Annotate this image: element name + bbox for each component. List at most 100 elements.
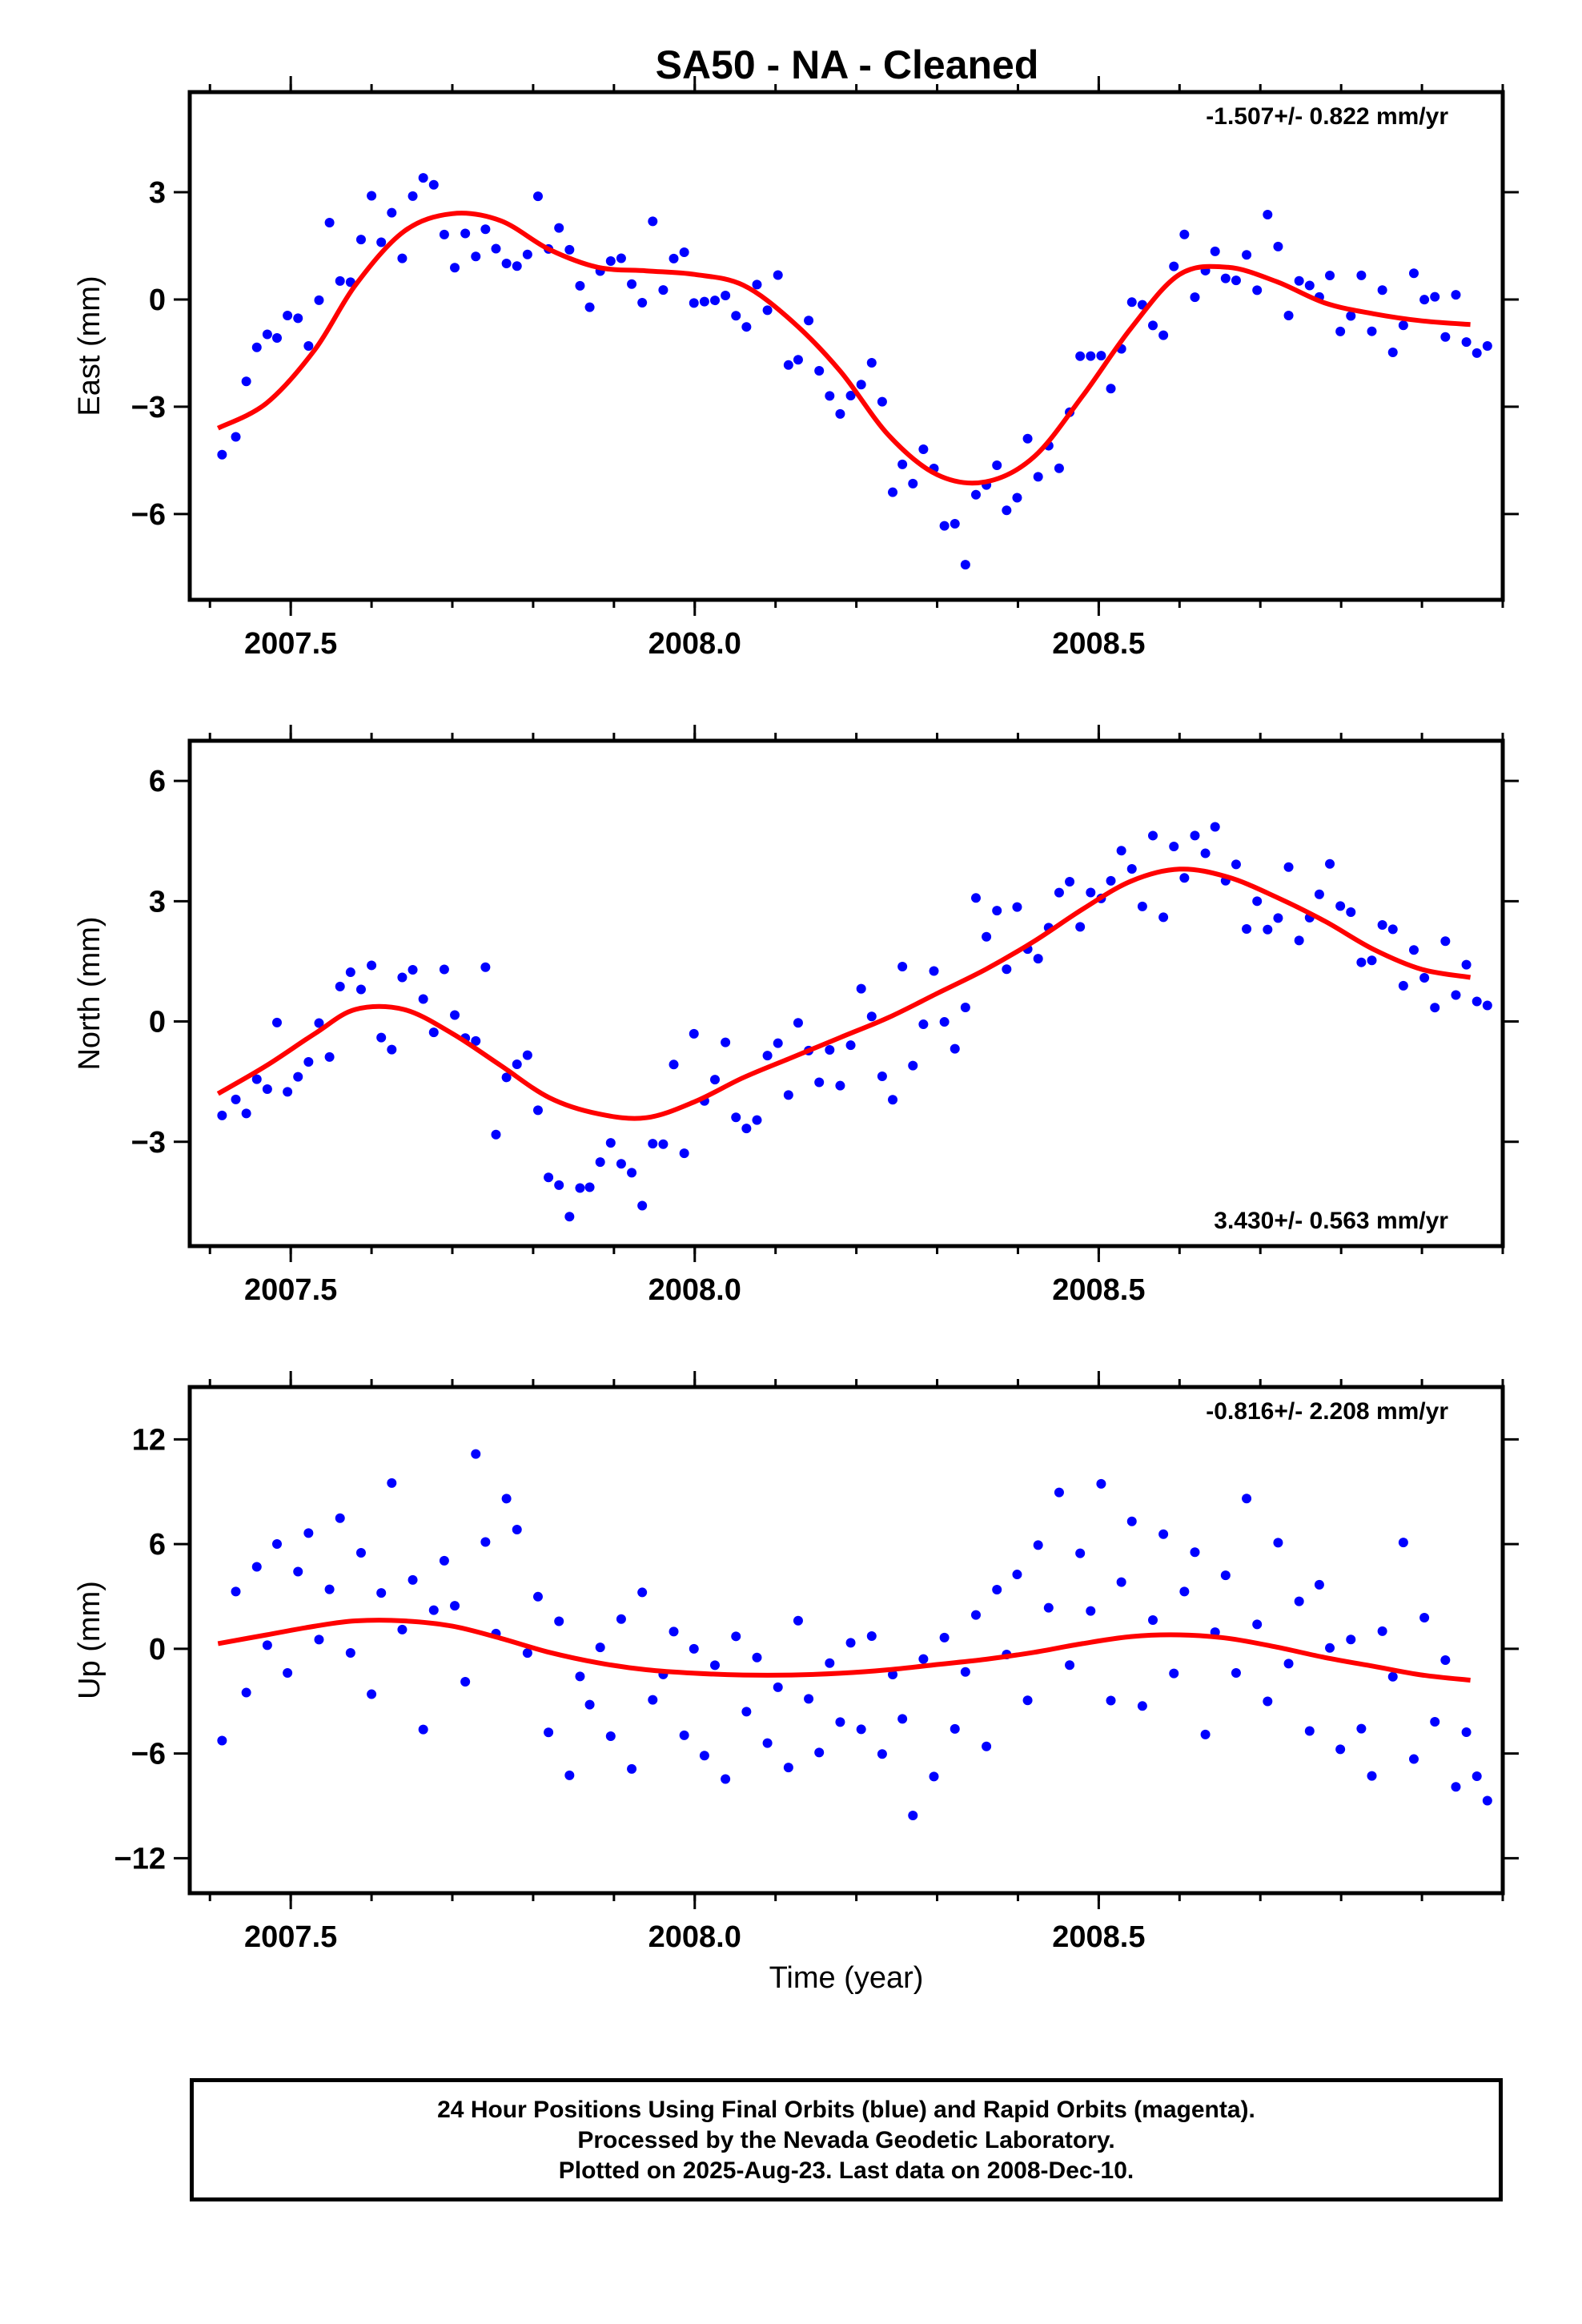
data-point	[532, 1591, 543, 1602]
data-point	[888, 1670, 898, 1680]
data-point	[1190, 1547, 1200, 1558]
data-point	[1126, 297, 1137, 308]
data-point	[1002, 505, 1012, 516]
data-point	[825, 391, 835, 401]
data-point	[804, 316, 814, 326]
data-point	[1314, 889, 1324, 899]
data-point	[303, 341, 314, 351]
data-point	[1116, 1577, 1126, 1587]
data-point	[1116, 846, 1126, 856]
data-point	[1482, 1000, 1492, 1011]
data-point	[355, 984, 366, 995]
x-tick-label: 2007.5	[244, 1920, 337, 1954]
data-point	[669, 1059, 679, 1070]
data-point	[1440, 1655, 1451, 1665]
data-point	[376, 1032, 387, 1043]
data-point	[522, 249, 532, 259]
x-tick-label: 2007.5	[244, 627, 337, 661]
data-point	[554, 1180, 564, 1190]
data-point	[367, 960, 377, 971]
y-tick-label: 0	[149, 1633, 166, 1667]
data-point	[1126, 1516, 1137, 1526]
fit-curve-east	[216, 211, 1471, 486]
data-point	[992, 460, 1002, 470]
data-point	[575, 1183, 585, 1193]
data-point	[1472, 996, 1482, 1007]
data-point	[512, 1059, 522, 1069]
data-point	[845, 391, 856, 401]
data-point	[814, 365, 825, 376]
data-point	[1033, 954, 1043, 964]
data-point	[783, 1763, 793, 1773]
data-point	[1408, 1754, 1419, 1764]
data-point	[731, 1631, 741, 1642]
data-point	[418, 1724, 428, 1735]
data-point	[1220, 273, 1231, 283]
data-point	[982, 1741, 992, 1751]
data-point	[1148, 320, 1158, 331]
data-point	[283, 1668, 293, 1679]
data-point	[491, 1129, 501, 1140]
data-point	[1273, 913, 1283, 923]
y-tick-label: 3	[149, 885, 166, 919]
data-point	[1398, 320, 1408, 331]
data-point	[251, 1562, 262, 1572]
data-point	[544, 1727, 554, 1738]
data-point	[1325, 271, 1335, 281]
data-point	[471, 251, 481, 262]
data-point	[251, 1074, 262, 1084]
data-point	[856, 1724, 866, 1735]
data-point	[752, 1115, 762, 1125]
data-point	[1387, 1671, 1398, 1682]
data-point	[762, 1738, 773, 1748]
panel-up: 2007.5 2008.0 2008.5 −12 −6 0 6 12 Up (mm) -0.816…	[73, 1371, 1519, 1995]
data-point	[1075, 1548, 1086, 1558]
data-point	[1304, 280, 1315, 291]
data-point	[1408, 268, 1419, 279]
data-point	[699, 296, 709, 307]
data-point	[1273, 1538, 1283, 1548]
data-point	[658, 1139, 669, 1149]
data-point	[345, 1648, 355, 1659]
data-point	[428, 179, 439, 190]
data-point	[918, 444, 929, 454]
data-point	[1065, 1660, 1075, 1671]
data-point	[532, 191, 543, 202]
data-point	[1169, 261, 1179, 271]
data-point	[262, 329, 272, 340]
data-point	[595, 1157, 605, 1168]
points-north	[217, 822, 1492, 1222]
points-up	[217, 1449, 1492, 1821]
data-point	[793, 355, 803, 365]
data-point	[605, 1138, 616, 1148]
data-point	[512, 261, 522, 271]
data-point	[982, 931, 992, 942]
data-point	[584, 1699, 595, 1710]
data-point	[501, 1494, 512, 1504]
panel-east: 2007.5 2008.0 2008.5 −6 −3 0 3 East (mm) -1.507+…	[73, 76, 1519, 661]
data-point	[658, 285, 669, 296]
y-tick-label: −6	[131, 1738, 166, 1771]
data-point	[1179, 229, 1190, 239]
fit-curve-north	[216, 866, 1472, 1121]
data-point	[1096, 1478, 1106, 1489]
data-point	[575, 280, 585, 291]
data-point	[314, 1018, 324, 1028]
data-point	[387, 207, 397, 218]
data-point	[1179, 873, 1190, 883]
y-tick-label: −3	[131, 1126, 166, 1160]
data-point	[491, 243, 501, 254]
y-axis-label: North (mm)	[73, 916, 106, 1070]
x-tick-label: 2007.5	[244, 1273, 337, 1307]
data-point	[408, 964, 418, 975]
data-point	[897, 459, 908, 469]
data-point	[1126, 864, 1137, 875]
data-point	[637, 1587, 648, 1598]
data-point	[355, 1548, 366, 1558]
data-point	[387, 1478, 397, 1488]
data-point	[1398, 1538, 1408, 1548]
data-point	[793, 1615, 803, 1626]
data-point	[783, 1090, 793, 1100]
data-point	[679, 247, 689, 257]
data-point	[627, 1168, 637, 1178]
